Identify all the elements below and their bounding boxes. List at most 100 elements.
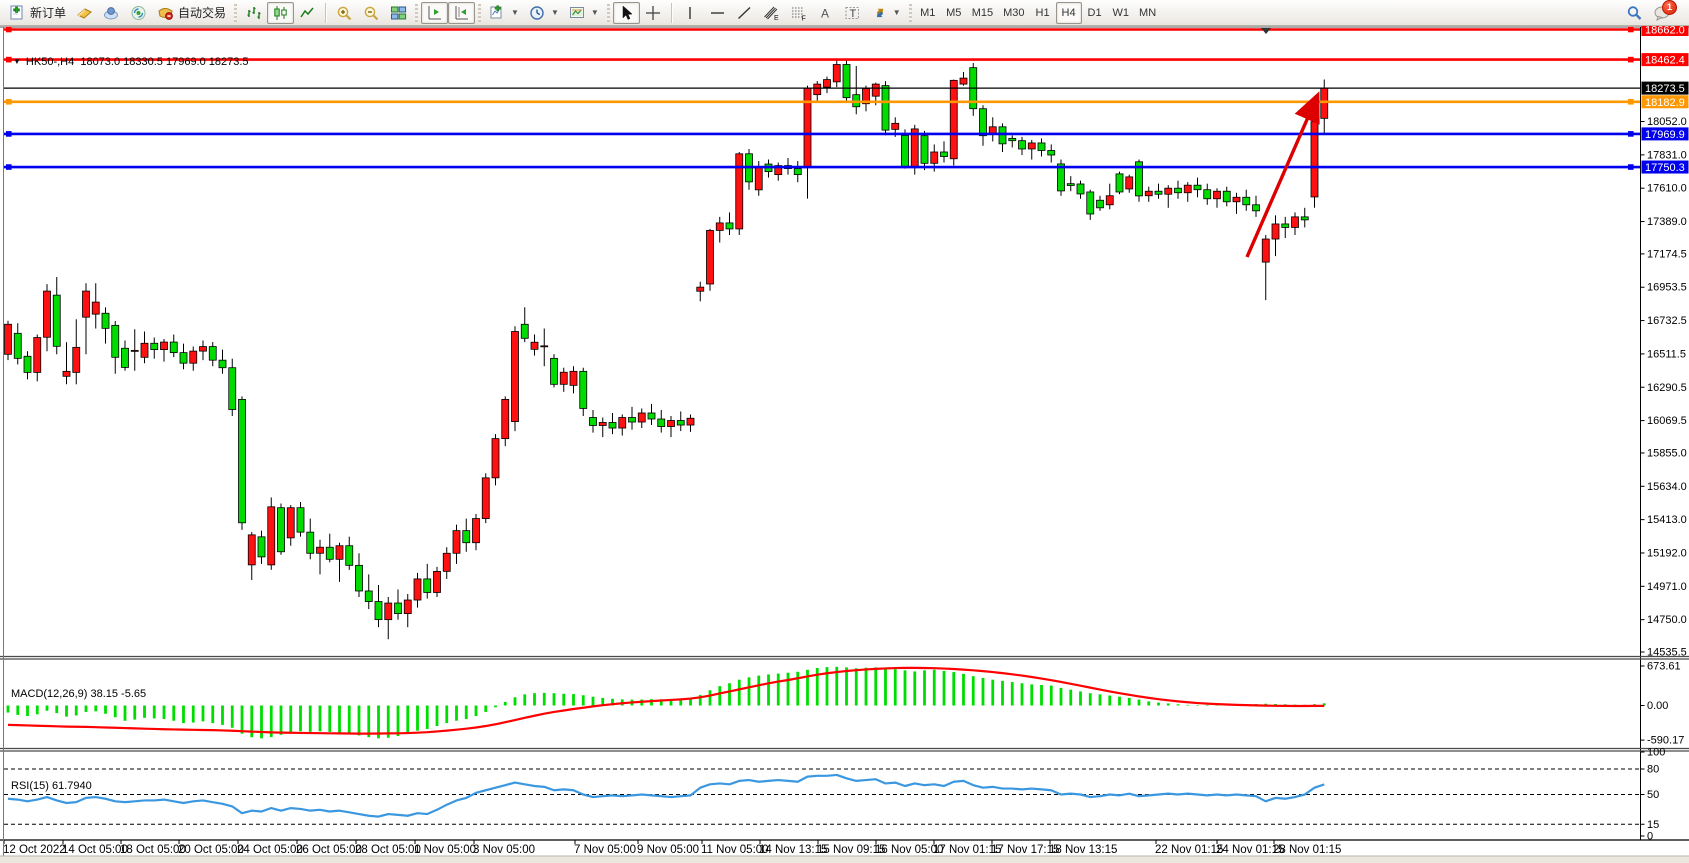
auto-scroll-icon [426,5,443,21]
text-icon: A [817,5,834,21]
candle-body [403,599,412,615]
tile-windows-button[interactable] [385,2,412,24]
candle-body [550,357,558,385]
chart-canvas[interactable]: 18052.0 17831.0 17610.0 17389.0 17174.5 16953… [0,26,1689,863]
templates-button[interactable]: ▼ [564,2,604,24]
chat-button[interactable]: 1 [1648,0,1677,24]
time-axis-label: 17 Nov 17:15 [991,844,1059,856]
candle-body [1105,195,1114,206]
svg-text:T: T [849,8,856,20]
price-axis-label: 17831.0 [1647,149,1687,161]
price-level-handle[interactable] [6,164,12,170]
time-axis-label: 12 Oct 2022 [3,844,66,856]
zoom-in-button[interactable] [331,2,358,24]
bar-chart-button[interactable] [240,2,267,24]
candle-body [598,422,607,426]
price-level-badge-text: 18462.4 [1645,55,1685,67]
price-level-handle[interactable] [6,98,12,105]
timeframe-mn-button[interactable]: MN [1134,2,1161,24]
auto-trading-button[interactable]: 自动交易 [152,2,231,24]
price-level-handle[interactable] [1628,164,1634,170]
candle-body [520,323,529,339]
time-axis-label: 28 Nov 01:15 [1273,844,1341,856]
candle-body [715,222,724,231]
candle-body [43,290,51,338]
candle-body [325,546,334,560]
candle-body [101,312,110,329]
add-indicator-button[interactable]: ▼ [484,2,524,24]
periods-button[interactable]: ▼ [524,2,564,24]
horizontal-line-button[interactable] [704,2,731,24]
rsi-axis-label: 50 [1647,789,1659,801]
market-watch-button[interactable] [71,2,98,24]
candle-body [725,222,734,230]
candle-body [345,545,354,566]
price-level-badge [1641,26,1689,36]
candle-body [579,370,588,409]
timeframe-h4-button[interactable]: H4 [1055,1,1082,24]
candle-body [1281,223,1290,228]
timeframe-m30-button[interactable]: M30 [998,2,1029,24]
price-level-handle[interactable] [1628,56,1634,63]
fibonacci-button[interactable]: F [785,2,812,24]
auto-scroll-button[interactable] [421,1,449,24]
chart-shift-button[interactable] [448,1,476,24]
arrows-tool-button[interactable]: ▼ [866,2,906,24]
candle-body [1164,187,1173,195]
timeframe-h1-button[interactable]: H1 [1030,2,1056,24]
candle-body [891,122,900,130]
price-level-handle[interactable] [1628,131,1634,137]
fibonacci-icon: F [790,5,807,22]
timeframe-m15-button[interactable]: M15 [967,2,998,24]
crosshair-button[interactable] [640,2,667,24]
timeframe-d1-button[interactable]: D1 [1082,2,1108,24]
cursor-button[interactable] [612,1,640,24]
price-axis-label: 14750.0 [1647,614,1687,626]
candlestick-chart-button[interactable] [267,1,295,24]
price-level-handle[interactable] [1628,26,1634,33]
zoom-out-button[interactable] [358,2,385,24]
price-level-handle[interactable] [6,131,12,137]
candle-body [179,352,188,364]
community-button[interactable] [98,2,125,24]
trendline-button[interactable] [731,2,758,24]
price-level-handle[interactable] [6,26,12,33]
candle-body [901,134,909,167]
svg-text:E: E [774,15,779,21]
equidistant-channel-button[interactable]: E [758,2,785,24]
candle-body [1096,199,1104,209]
rsi-indicator-label: RSI(15) 61.7940 [11,780,92,792]
toolbar-grip [606,3,610,22]
text-label-button[interactable]: T [839,2,866,24]
candle-body [832,64,841,83]
timeframe-w1-button[interactable]: W1 [1108,2,1135,24]
price-level-handle[interactable] [6,56,12,63]
text-button[interactable]: A [812,2,839,24]
price-level-handle[interactable] [1628,98,1634,105]
chart-shift-marker[interactable] [1261,28,1271,34]
new-order-label: 新订单 [30,6,67,20]
candle-body [998,126,1007,145]
new-order-button[interactable]: 新订单 [4,2,71,24]
candle-body [628,417,636,423]
candle-body [62,370,71,377]
search-button[interactable] [1621,2,1648,24]
timeframe-m5-button[interactable]: M5 [941,2,967,24]
symbol-dropdown-icon[interactable]: ▼ [13,57,21,66]
trend-arrow-object[interactable] [1245,91,1320,258]
timeframe-m1-button[interactable]: M1 [915,2,941,24]
candle-body [1125,176,1134,190]
candle-body [803,87,812,168]
signals-button[interactable] [125,2,152,24]
symbol-title: ▼ HK50-,H4 18073.0 18330.5 17969.0 18273.… [13,56,249,68]
candle-body [4,323,12,355]
candle-body [657,418,666,427]
time-axis-label: 1 Nov 05:00 [414,844,476,856]
time-axis-label: 24 Oct 05:00 [237,844,303,856]
candle-body [228,367,237,410]
candle-body [871,83,880,97]
community-icon [103,5,120,21]
candle-body [384,602,393,621]
vertical-line-button[interactable] [677,2,704,24]
line-chart-button[interactable] [294,2,321,24]
